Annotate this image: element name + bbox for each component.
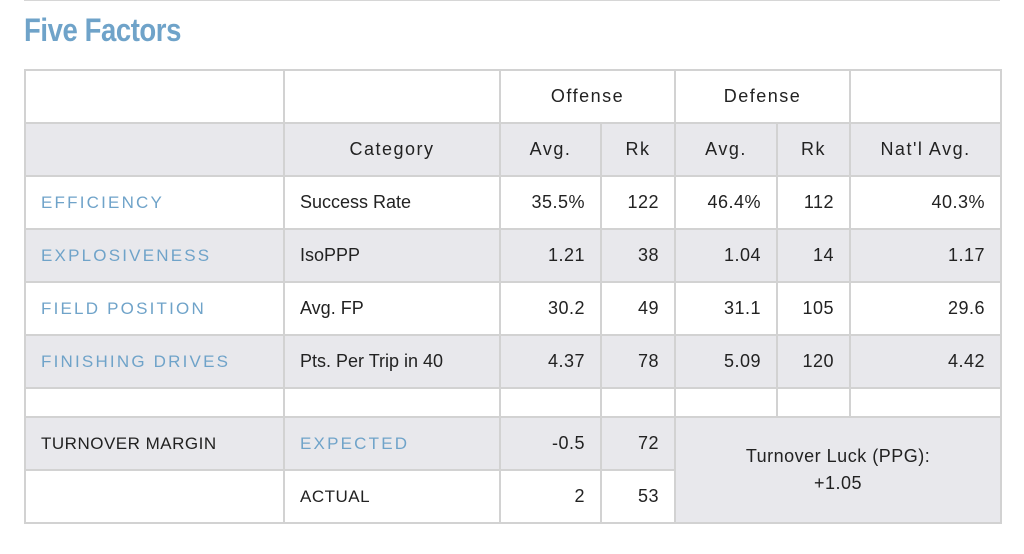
- national-avg-cell: 40.3%: [849, 175, 1003, 230]
- offense-rank-cell: 78: [600, 334, 676, 389]
- empty-cell: [24, 469, 285, 524]
- expected-rank: 72: [600, 416, 676, 471]
- category-cell: Success Rate: [283, 175, 501, 230]
- category-cell: IsoPPP: [283, 228, 501, 283]
- column-header-row: Category Avg. Rk Avg. Rk Nat'l Avg.: [24, 122, 1003, 177]
- defense-rank-cell: 105: [775, 281, 852, 336]
- category-header: Category: [283, 122, 501, 177]
- defense-header: Defense: [673, 69, 852, 124]
- category-cell: Avg. FP: [283, 281, 501, 336]
- table-row: EFFICIENCY Success Rate 35.5% 122 46.4% …: [24, 175, 1003, 230]
- expected-label: EXPECTED: [283, 416, 501, 471]
- turnover-luck-value: +1.05: [813, 473, 863, 493]
- defense-avg-header: Avg.: [674, 122, 778, 177]
- defense-rank-cell: 14: [775, 228, 852, 283]
- defense-avg-cell: 31.1: [674, 281, 778, 336]
- expected-value: -0.5: [499, 416, 602, 471]
- offense-avg-cell: 4.37: [499, 334, 602, 389]
- defense-avg-cell: 46.4%: [674, 175, 778, 230]
- offense-avg-header: Avg.: [499, 122, 602, 177]
- national-avg-header: Nat'l Avg.: [849, 122, 1003, 177]
- factor-label: EFFICIENCY: [24, 175, 285, 230]
- offense-avg-cell: 1.21: [499, 228, 602, 283]
- actual-value: 2: [499, 469, 602, 524]
- page-title: Five Factors: [24, 12, 181, 48]
- table-row: EXPLOSIVENESS IsoPPP 1.21 38 1.04 14 1.1…: [24, 228, 1003, 283]
- group-header-row: Offense Defense: [24, 69, 1003, 124]
- spacer-cell: [849, 387, 1003, 418]
- spacer-cell: [24, 387, 285, 418]
- category-cell: Pts. Per Trip in 40: [283, 334, 501, 389]
- offense-avg-cell: 35.5%: [499, 175, 602, 230]
- turnover-luck-label: Turnover Luck (PPG):: [745, 446, 931, 466]
- factor-label: FIELD POSITION: [24, 281, 285, 336]
- top-divider: [24, 0, 1000, 1]
- offense-rank-cell: 49: [600, 281, 676, 336]
- factor-label: FINISHING DRIVES: [24, 334, 285, 389]
- factor-label: EXPLOSIVENESS: [24, 228, 285, 283]
- actual-rank: 53: [600, 469, 676, 524]
- empty-header-cell: [849, 69, 1003, 124]
- table-row: FIELD POSITION Avg. FP 30.2 49 31.1 105 …: [24, 281, 1003, 336]
- spacer-cell: [283, 387, 501, 418]
- offense-rank-cell: 38: [600, 228, 676, 283]
- empty-header-cell: [24, 122, 285, 177]
- spacer-cell: [775, 387, 852, 418]
- empty-header-cell: [24, 69, 285, 124]
- defense-rank-cell: 120: [775, 334, 852, 389]
- national-avg-cell: 29.6: [849, 281, 1003, 336]
- spacer-cell: [674, 387, 778, 418]
- actual-label: ACTUAL: [283, 469, 501, 524]
- spacer-cell: [600, 387, 676, 418]
- table-row: FINISHING DRIVES Pts. Per Trip in 40 4.3…: [24, 334, 1003, 389]
- spacer-row: [24, 387, 1003, 418]
- empty-header-cell: [283, 69, 501, 124]
- offense-rank-header: Rk: [600, 122, 676, 177]
- defense-rank-cell: 112: [775, 175, 852, 230]
- offense-avg-cell: 30.2: [499, 281, 602, 336]
- turnover-expected-row: TURNOVER MARGIN EXPECTED -0.5 72 Turnove…: [24, 416, 1003, 524]
- defense-avg-cell: 1.04: [674, 228, 778, 283]
- turnover-actual-row: ACTUAL 2 53: [24, 469, 1001, 524]
- spacer-cell: [499, 387, 602, 418]
- turnover-luck-cell: Turnover Luck (PPG): +1.05: [673, 416, 1003, 524]
- turnover-margin-label: TURNOVER MARGIN: [24, 416, 285, 471]
- offense-rank-cell: 122: [600, 175, 676, 230]
- defense-rank-header: Rk: [775, 122, 852, 177]
- offense-header: Offense: [499, 69, 676, 124]
- five-factors-table: Offense Defense Category Avg. Rk Avg. Rk…: [24, 69, 1003, 524]
- defense-avg-cell: 5.09: [674, 334, 778, 389]
- national-avg-cell: 1.17: [849, 228, 1003, 283]
- national-avg-cell: 4.42: [849, 334, 1003, 389]
